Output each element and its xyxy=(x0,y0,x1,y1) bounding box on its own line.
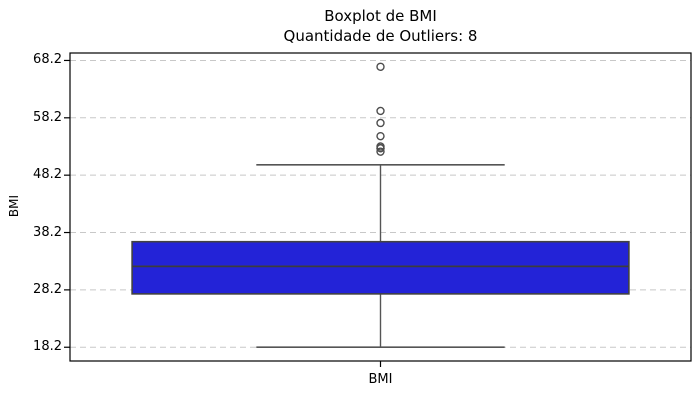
outlier-point xyxy=(376,147,385,156)
iqr-box xyxy=(131,240,630,295)
chart-title-line-1: Boxplot de BMI xyxy=(324,7,437,25)
chart-title-line-2: Quantidade de Outliers: 8 xyxy=(283,27,478,45)
outlier-point xyxy=(376,131,385,141)
outlier-point xyxy=(376,106,385,116)
outlier-point xyxy=(376,62,385,71)
outlier-point xyxy=(376,142,385,151)
outlier-point xyxy=(376,118,385,128)
y-tick-label: 68.2 xyxy=(33,52,62,68)
y-tick-label: 28.2 xyxy=(33,281,62,297)
y-tick-label: 18.2 xyxy=(33,339,62,355)
x-tick-label: BMI xyxy=(368,372,393,387)
y-tick-label: 48.2 xyxy=(33,167,62,183)
y-tick-label: 38.2 xyxy=(33,224,62,240)
y-tick-label: 58.2 xyxy=(33,109,62,125)
